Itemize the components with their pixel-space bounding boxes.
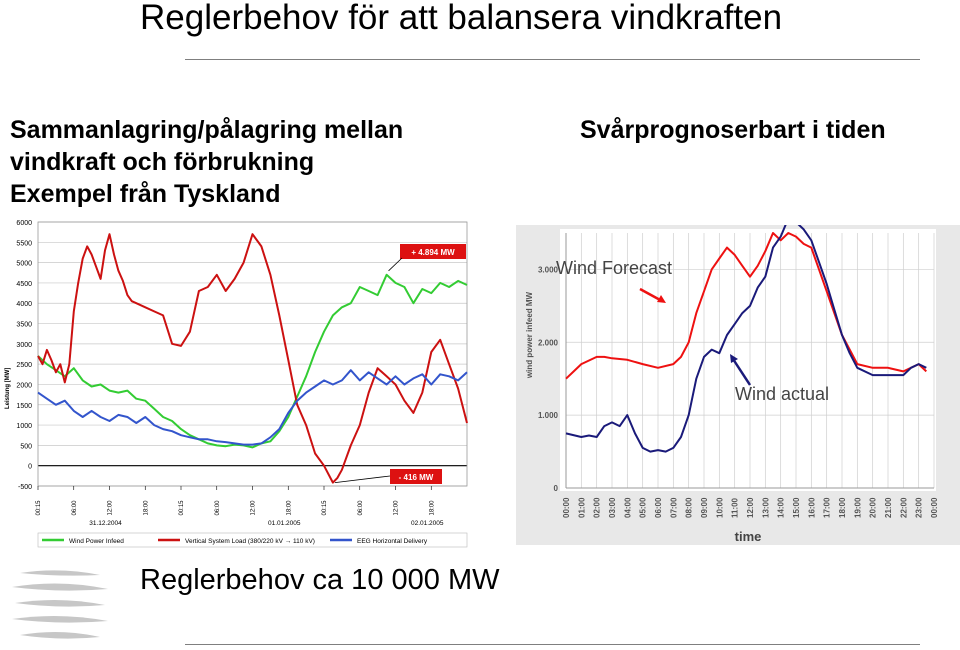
left-series-line-0	[37, 273, 468, 449]
forecast-arrowhead-icon	[657, 295, 666, 303]
right-xtick-label: 20:00	[869, 497, 878, 518]
right-xtick-label: 15:00	[792, 497, 801, 518]
left-ytick-label: 3500	[16, 322, 32, 329]
right-xtick-label: 00:00	[562, 497, 571, 518]
right-xtick-label: 02:00	[593, 497, 602, 518]
right-xtick-label: 04:00	[623, 497, 632, 518]
left-heading-line-1: Sammanlagring/pålagring mellan	[10, 116, 404, 144]
left-xtick-label: 00:15	[322, 500, 328, 516]
actual-label: Wind actual	[735, 384, 829, 404]
forecast-label: Wind Forecast	[556, 258, 672, 278]
left-ylabel: Leistung [MW]	[5, 368, 11, 409]
right-xtick-label: 13:00	[761, 497, 770, 518]
right-xtick-label: 01:00	[577, 497, 586, 518]
max-annotation-label: + 4.894 MW	[411, 248, 455, 257]
germany-wind-load-chart: 6000550050004500400035003000250020001500…	[5, 218, 468, 548]
left-ytick-label: 2000	[16, 382, 32, 389]
left-series-line-1	[37, 233, 468, 484]
title-divider	[185, 59, 920, 60]
right-xtick-label: 23:00	[915, 497, 924, 518]
left-ytick-label: 5000	[16, 261, 32, 268]
left-legend-label: Vertical System Load (380/220 kV → 110 k…	[185, 538, 315, 545]
right-xtick-label: 21:00	[884, 497, 893, 518]
left-heading-line-2: vindkraft och förbrukning	[10, 148, 315, 176]
left-heading: Sammanlagring/pålagring mellan vindkraft…	[10, 114, 403, 210]
footer-divider	[185, 644, 920, 645]
left-ytick-label: 1000	[16, 423, 32, 430]
right-heading: Svårprognoserbart i tiden	[580, 116, 886, 144]
left-xtick-label: 06:00	[215, 500, 221, 516]
right-series-line-1	[565, 225, 927, 453]
left-date-label: 31.12.2004	[89, 520, 122, 527]
right-xtick-label: 14:00	[777, 497, 786, 518]
decorative-stripes-icon	[12, 570, 108, 639]
forecast-arrow-icon	[639, 287, 663, 303]
right-ytick-label: 3.000	[538, 265, 559, 274]
right-xtick-label: 22:00	[899, 497, 908, 518]
right-ytick-label: 2.000	[538, 338, 559, 347]
actual-arrowhead-icon	[730, 354, 738, 363]
left-xtick-label: 18:00	[286, 500, 292, 516]
footer-text: Reglerbehov ca 10 000 MW	[140, 564, 500, 596]
right-xtick-label: 19:00	[853, 497, 862, 518]
right-xtick-label: 10:00	[715, 497, 724, 518]
right-ytick-label: 0	[554, 484, 559, 493]
left-ytick-label: 4500	[16, 281, 32, 288]
left-xtick-label: 00:15	[36, 500, 42, 516]
right-xtick-label: 16:00	[807, 497, 816, 518]
actual-arrow-icon	[731, 358, 752, 386]
right-xtick-label: 12:00	[746, 497, 755, 518]
min-annotation-pointer	[334, 475, 391, 483]
left-ytick-label: 6000	[16, 220, 32, 227]
left-xtick-label: 12:00	[394, 500, 400, 516]
left-legend-label: Wind Power Infeed	[69, 538, 124, 545]
left-ytick-label: 4000	[16, 301, 32, 308]
left-xtick-label: 00:15	[179, 500, 185, 516]
right-xtick-label: 05:00	[639, 497, 648, 518]
left-xtick-label: 06:00	[72, 500, 78, 516]
left-xtick-label: 18:00	[143, 500, 149, 516]
left-xtick-label: 06:00	[358, 500, 364, 516]
right-xtick-label: 06:00	[654, 497, 663, 518]
left-ytick-label: 5500	[16, 240, 32, 247]
right-ytick-label: 1.000	[538, 411, 559, 420]
left-ytick-label: 500	[20, 443, 32, 450]
left-xtick-label: 12:00	[251, 500, 257, 516]
left-xtick-label: 18:00	[429, 500, 435, 516]
left-ytick-label: 3000	[16, 342, 32, 349]
right-xtick-label: 09:00	[700, 497, 709, 518]
right-xtick-label: 03:00	[608, 497, 617, 518]
left-date-label: 02.01.2005	[411, 520, 444, 527]
right-xlabel: time	[735, 529, 762, 544]
left-legend-label: EEG Horizontal Delivery	[357, 538, 428, 545]
left-ytick-label: -500	[18, 484, 32, 491]
left-ytick-label: 2500	[16, 362, 32, 369]
right-xtick-label: 18:00	[838, 497, 847, 518]
left-xtick-label: 12:00	[108, 500, 114, 516]
left-ytick-label: 1500	[16, 403, 32, 410]
left-date-label: 01.01.2005	[268, 520, 301, 527]
min-annotation-label: - 416 MW	[399, 473, 434, 482]
right-xtick-label: 11:00	[731, 497, 740, 518]
right-ylabel: wind power infeed MW	[525, 291, 534, 379]
wind-forecast-chart: 00:00 01:00 02:00 03:00 04:00 05:00 06:00 07:00…	[516, 225, 960, 545]
right-xtick-label: 00:00	[930, 497, 939, 518]
right-xtick-label: 08:00	[685, 497, 694, 518]
max-annotation-box	[400, 244, 466, 259]
left-legend-box	[37, 532, 468, 548]
right-xtick-label: 07:00	[669, 497, 678, 518]
min-annotation-box	[390, 469, 442, 484]
right-xtick-label: 17:00	[823, 497, 832, 518]
left-ytick-label: 0	[28, 464, 32, 471]
max-annotation-pointer	[388, 257, 403, 272]
left-heading-line-3: Exempel från Tyskland	[10, 180, 281, 208]
slide-title: Reglerbehov för att balansera vindkrafte…	[140, 0, 783, 37]
left-series-line-2	[37, 369, 468, 446]
